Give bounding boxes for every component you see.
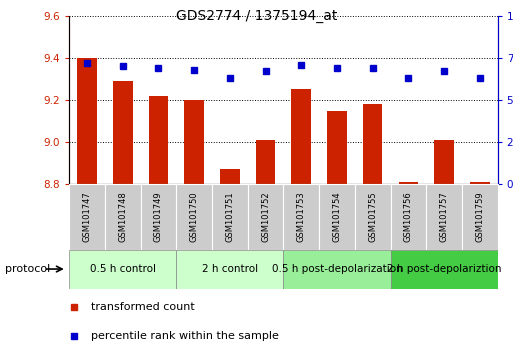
Bar bbox=[291, 90, 311, 184]
Bar bbox=[256, 140, 275, 184]
Bar bbox=[327, 110, 347, 184]
Bar bbox=[69, 250, 176, 289]
Text: GSM101759: GSM101759 bbox=[475, 192, 484, 242]
Bar bbox=[283, 250, 390, 289]
Bar bbox=[220, 169, 240, 184]
Bar bbox=[69, 184, 105, 250]
Text: protocol: protocol bbox=[5, 264, 50, 274]
Bar bbox=[470, 182, 489, 184]
Bar bbox=[149, 96, 168, 184]
Text: 0.5 h post-depolarization: 0.5 h post-depolarization bbox=[271, 264, 402, 274]
Bar bbox=[77, 58, 97, 184]
Bar bbox=[184, 100, 204, 184]
Text: GSM101753: GSM101753 bbox=[297, 192, 306, 242]
Bar bbox=[176, 250, 283, 289]
Text: percentile rank within the sample: percentile rank within the sample bbox=[91, 331, 279, 341]
Bar bbox=[363, 104, 383, 184]
Bar bbox=[212, 184, 248, 250]
Bar bbox=[283, 184, 319, 250]
Bar bbox=[105, 184, 141, 250]
Bar bbox=[426, 184, 462, 250]
Bar bbox=[390, 250, 498, 289]
Text: GSM101749: GSM101749 bbox=[154, 192, 163, 242]
Bar bbox=[319, 184, 355, 250]
Bar bbox=[390, 184, 426, 250]
Text: GSM101752: GSM101752 bbox=[261, 192, 270, 242]
Bar bbox=[462, 184, 498, 250]
Text: GSM101748: GSM101748 bbox=[119, 192, 127, 242]
Bar bbox=[399, 182, 418, 184]
Text: 2 h post-depolariztion: 2 h post-depolariztion bbox=[387, 264, 501, 274]
Text: 2 h control: 2 h control bbox=[202, 264, 258, 274]
Text: GSM101754: GSM101754 bbox=[332, 192, 342, 242]
Bar bbox=[248, 184, 283, 250]
Text: GDS2774 / 1375194_at: GDS2774 / 1375194_at bbox=[176, 9, 337, 23]
Text: GSM101755: GSM101755 bbox=[368, 192, 377, 242]
Text: GSM101747: GSM101747 bbox=[83, 192, 92, 242]
Text: 0.5 h control: 0.5 h control bbox=[90, 264, 156, 274]
Text: GSM101756: GSM101756 bbox=[404, 192, 413, 242]
Bar bbox=[176, 184, 212, 250]
Bar bbox=[113, 81, 133, 184]
Text: GSM101757: GSM101757 bbox=[440, 192, 448, 242]
Text: GSM101750: GSM101750 bbox=[190, 192, 199, 242]
Bar bbox=[355, 184, 390, 250]
Bar bbox=[434, 140, 454, 184]
Text: transformed count: transformed count bbox=[91, 302, 194, 312]
Bar bbox=[141, 184, 176, 250]
Text: GSM101751: GSM101751 bbox=[225, 192, 234, 242]
